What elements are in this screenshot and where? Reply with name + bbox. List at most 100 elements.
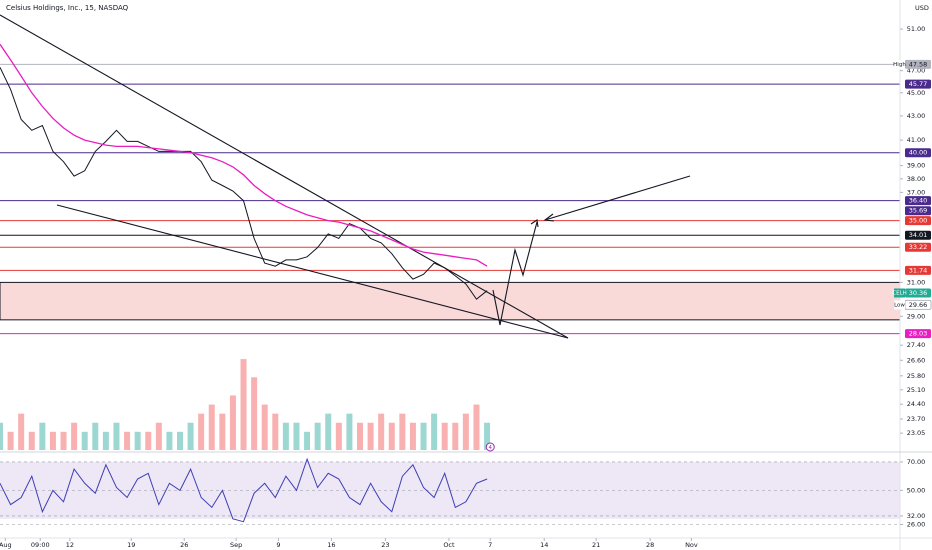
volume-bar	[102, 431, 109, 450]
level-tag-box	[894, 59, 905, 69]
volume-bar	[177, 431, 183, 450]
level-box	[905, 265, 931, 275]
level-label: 35.00	[909, 217, 928, 225]
y-tick-label: 32.00	[907, 512, 926, 520]
x-tick-label: 19	[127, 541, 135, 549]
volume-bar	[240, 359, 247, 450]
y-tick-label: 45.00	[907, 89, 926, 97]
volume-bar	[357, 422, 363, 450]
x-tick-label: 9	[276, 541, 280, 549]
level-box	[905, 216, 931, 226]
series-line	[0, 43, 488, 267]
level-box	[905, 242, 931, 252]
volume-bar	[0, 422, 3, 450]
volume-bar	[198, 413, 205, 450]
y-tick-label: 38.00	[907, 175, 926, 183]
x-tick-label: 26	[180, 541, 188, 549]
x-tick-label: 09:00	[31, 541, 50, 549]
level-box	[905, 329, 931, 339]
volume-bar	[81, 431, 88, 450]
series-line	[0, 67, 488, 300]
x-tick-label: 14	[540, 541, 548, 549]
level-label: 31.74	[909, 266, 928, 274]
level-tag-box	[894, 288, 905, 298]
zone	[0, 281, 901, 321]
x-tick-label: 16	[327, 541, 335, 549]
x-tick-label: 23	[381, 541, 389, 549]
y-tick-label: 26.00	[907, 520, 926, 528]
volume-bar	[282, 422, 289, 450]
volume-bar	[304, 431, 311, 450]
volume-bar	[452, 422, 459, 450]
x-tick-label: Aug	[0, 541, 12, 549]
level-box	[905, 288, 931, 298]
volume-bar	[219, 413, 226, 450]
projection-path	[492, 221, 538, 326]
volume-bar	[92, 422, 99, 450]
volume-bar	[431, 413, 438, 450]
volume-bar	[229, 395, 236, 450]
arrow-line	[544, 175, 691, 221]
drawings	[0, 14, 691, 339]
y-tick-label: 47.00	[907, 67, 926, 75]
y-tick-label: 37.00	[907, 188, 926, 196]
trendline	[56, 204, 569, 339]
volume-bar	[71, 422, 78, 450]
event-marker	[485, 442, 495, 452]
y-tick-label: 50.00	[907, 486, 926, 494]
level-label: 35.69	[909, 207, 928, 215]
volume-bar	[314, 422, 321, 450]
level-label: 29.66	[909, 301, 928, 309]
level-tag: Low	[894, 302, 905, 308]
y-tick-label: 24.40	[907, 400, 926, 408]
x-tick-label: Nov	[685, 541, 698, 549]
level-box	[905, 230, 931, 240]
level-label: 47.58	[909, 60, 928, 68]
level-box	[905, 206, 931, 216]
volume-bar	[346, 413, 353, 450]
x-tick-label: 21	[592, 541, 600, 549]
y-tick-label: 41.00	[907, 136, 926, 144]
y-tick-label: 39.00	[907, 162, 926, 170]
y-tick-label: 27.40	[907, 341, 926, 349]
chart-title: Celsius Holdings, Inc., 15, NASDAQ	[6, 4, 129, 12]
arrow-head	[543, 213, 555, 222]
volume-bar	[124, 431, 131, 450]
y-tick-label: 26.60	[907, 356, 926, 364]
volume-bar	[378, 413, 385, 450]
volume-bar	[325, 413, 332, 450]
arrow-head	[530, 219, 539, 228]
volume-bar	[187, 422, 194, 450]
volume-bar	[113, 422, 120, 450]
y-tick-label: 51.00	[907, 25, 926, 33]
x-tick-label: Oct	[443, 541, 455, 549]
level-box	[905, 79, 931, 89]
volume-bar	[166, 431, 173, 450]
x-tick-label: 28	[646, 541, 654, 549]
level-label: 33.22	[909, 243, 928, 251]
volume-bar	[28, 431, 35, 450]
volume-bar	[441, 422, 448, 450]
volume-bar	[367, 422, 374, 450]
volume-bar	[473, 404, 480, 450]
level-label: 30.36	[909, 289, 928, 297]
volume-bar	[335, 422, 342, 450]
volume-bar	[399, 413, 406, 450]
y-tick-label: 31.00	[907, 278, 926, 286]
level-tag: CELH	[892, 291, 907, 297]
y-tick-label: 25.10	[907, 386, 926, 394]
volume-bar	[7, 431, 14, 450]
series-line	[0, 457, 488, 523]
volume-bar	[39, 422, 46, 450]
level-label: 28.03	[909, 330, 928, 338]
volume-bar	[272, 413, 279, 450]
level-label: 40.00	[909, 149, 928, 157]
level-label: 45.77	[909, 80, 928, 88]
currency: USD	[915, 4, 929, 12]
volume-bar	[145, 431, 152, 450]
x-tick-label: Sep	[230, 541, 242, 549]
volume-bar	[261, 404, 268, 450]
volume-bar	[134, 431, 141, 450]
y-tick-label: 23.70	[907, 415, 926, 423]
volume-bar	[462, 413, 469, 450]
